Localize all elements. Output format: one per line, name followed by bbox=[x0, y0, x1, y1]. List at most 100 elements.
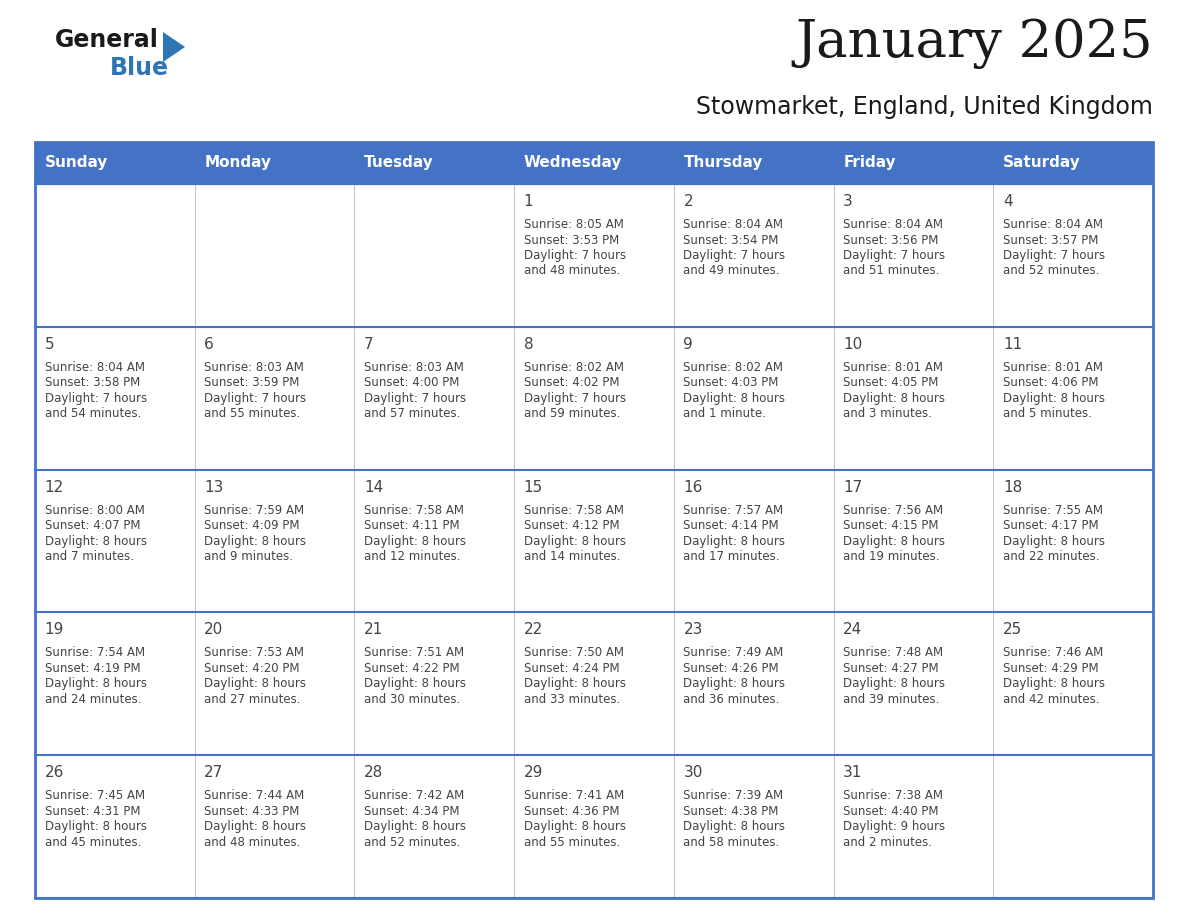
Text: and 59 minutes.: and 59 minutes. bbox=[524, 408, 620, 420]
Text: Daylight: 7 hours: Daylight: 7 hours bbox=[524, 392, 626, 405]
Text: Daylight: 8 hours: Daylight: 8 hours bbox=[683, 677, 785, 690]
Text: and 14 minutes.: and 14 minutes. bbox=[524, 550, 620, 563]
Bar bbox=[34, 142, 1154, 898]
Text: Daylight: 8 hours: Daylight: 8 hours bbox=[843, 677, 946, 690]
Text: and 24 minutes.: and 24 minutes. bbox=[45, 693, 141, 706]
Text: Sunrise: 8:01 AM: Sunrise: 8:01 AM bbox=[1003, 361, 1102, 374]
Text: 30: 30 bbox=[683, 766, 703, 780]
Text: Sunrise: 7:53 AM: Sunrise: 7:53 AM bbox=[204, 646, 304, 659]
Text: 22: 22 bbox=[524, 622, 543, 637]
Text: and 22 minutes.: and 22 minutes. bbox=[1003, 550, 1099, 563]
Text: Thursday: Thursday bbox=[683, 155, 763, 171]
Text: Daylight: 7 hours: Daylight: 7 hours bbox=[45, 392, 146, 405]
Text: 9: 9 bbox=[683, 337, 693, 352]
Bar bbox=[514, 142, 674, 184]
Text: 2: 2 bbox=[683, 194, 693, 209]
Text: Daylight: 8 hours: Daylight: 8 hours bbox=[364, 534, 466, 548]
Text: Sunset: 4:36 PM: Sunset: 4:36 PM bbox=[524, 805, 619, 818]
Text: Sunrise: 8:03 AM: Sunrise: 8:03 AM bbox=[204, 361, 304, 374]
Text: and 54 minutes.: and 54 minutes. bbox=[45, 408, 141, 420]
Text: Daylight: 8 hours: Daylight: 8 hours bbox=[45, 677, 146, 690]
Text: Sunset: 4:20 PM: Sunset: 4:20 PM bbox=[204, 662, 299, 675]
Text: and 19 minutes.: and 19 minutes. bbox=[843, 550, 940, 563]
Text: Daylight: 8 hours: Daylight: 8 hours bbox=[45, 534, 146, 548]
Text: Sunset: 3:57 PM: Sunset: 3:57 PM bbox=[1003, 233, 1098, 247]
Text: Daylight: 7 hours: Daylight: 7 hours bbox=[1003, 249, 1105, 262]
Text: Sunset: 4:29 PM: Sunset: 4:29 PM bbox=[1003, 662, 1099, 675]
Text: Daylight: 7 hours: Daylight: 7 hours bbox=[364, 392, 466, 405]
Text: Blue: Blue bbox=[110, 56, 169, 80]
Text: Sunset: 3:58 PM: Sunset: 3:58 PM bbox=[45, 376, 140, 389]
Text: Sunset: 4:00 PM: Sunset: 4:00 PM bbox=[364, 376, 460, 389]
Text: Sunrise: 7:44 AM: Sunrise: 7:44 AM bbox=[204, 789, 304, 802]
Text: 28: 28 bbox=[364, 766, 384, 780]
Text: Daylight: 7 hours: Daylight: 7 hours bbox=[683, 249, 785, 262]
Text: Sunrise: 7:46 AM: Sunrise: 7:46 AM bbox=[1003, 646, 1104, 659]
Text: Sunrise: 7:48 AM: Sunrise: 7:48 AM bbox=[843, 646, 943, 659]
Text: Sunset: 4:06 PM: Sunset: 4:06 PM bbox=[1003, 376, 1099, 389]
Text: and 52 minutes.: and 52 minutes. bbox=[1003, 264, 1099, 277]
Text: and 58 minutes.: and 58 minutes. bbox=[683, 835, 779, 849]
Text: Daylight: 8 hours: Daylight: 8 hours bbox=[204, 820, 307, 834]
Text: Monday: Monday bbox=[204, 155, 271, 171]
Text: Sunrise: 8:04 AM: Sunrise: 8:04 AM bbox=[1003, 218, 1102, 231]
Text: Daylight: 8 hours: Daylight: 8 hours bbox=[45, 820, 146, 834]
Text: Sunset: 4:17 PM: Sunset: 4:17 PM bbox=[1003, 519, 1099, 532]
Text: Sunrise: 7:41 AM: Sunrise: 7:41 AM bbox=[524, 789, 624, 802]
Text: and 9 minutes.: and 9 minutes. bbox=[204, 550, 293, 563]
Text: Sunset: 3:59 PM: Sunset: 3:59 PM bbox=[204, 376, 299, 389]
Text: 24: 24 bbox=[843, 622, 862, 637]
Text: Sunrise: 7:50 AM: Sunrise: 7:50 AM bbox=[524, 646, 624, 659]
Text: and 27 minutes.: and 27 minutes. bbox=[204, 693, 301, 706]
Text: Sunday: Sunday bbox=[45, 155, 108, 171]
Text: Sunset: 4:07 PM: Sunset: 4:07 PM bbox=[45, 519, 140, 532]
Text: Daylight: 8 hours: Daylight: 8 hours bbox=[683, 820, 785, 834]
Text: Sunset: 3:53 PM: Sunset: 3:53 PM bbox=[524, 233, 619, 247]
Text: Daylight: 8 hours: Daylight: 8 hours bbox=[204, 677, 307, 690]
Text: Daylight: 7 hours: Daylight: 7 hours bbox=[843, 249, 946, 262]
Text: 10: 10 bbox=[843, 337, 862, 352]
Bar bbox=[34, 142, 195, 184]
Text: Daylight: 8 hours: Daylight: 8 hours bbox=[1003, 534, 1105, 548]
Text: and 52 minutes.: and 52 minutes. bbox=[364, 835, 461, 849]
Text: January 2025: January 2025 bbox=[795, 18, 1154, 69]
Text: Sunrise: 8:02 AM: Sunrise: 8:02 AM bbox=[683, 361, 783, 374]
Text: and 30 minutes.: and 30 minutes. bbox=[364, 693, 460, 706]
Text: and 49 minutes.: and 49 minutes. bbox=[683, 264, 781, 277]
Text: and 48 minutes.: and 48 minutes. bbox=[204, 835, 301, 849]
Text: and 48 minutes.: and 48 minutes. bbox=[524, 264, 620, 277]
Text: Sunset: 4:03 PM: Sunset: 4:03 PM bbox=[683, 376, 779, 389]
Text: Daylight: 8 hours: Daylight: 8 hours bbox=[683, 534, 785, 548]
Text: Sunrise: 8:02 AM: Sunrise: 8:02 AM bbox=[524, 361, 624, 374]
Text: Sunset: 4:38 PM: Sunset: 4:38 PM bbox=[683, 805, 779, 818]
Text: Sunset: 4:19 PM: Sunset: 4:19 PM bbox=[45, 662, 140, 675]
Text: and 55 minutes.: and 55 minutes. bbox=[204, 408, 301, 420]
Text: Sunrise: 7:57 AM: Sunrise: 7:57 AM bbox=[683, 504, 784, 517]
Text: Daylight: 8 hours: Daylight: 8 hours bbox=[1003, 677, 1105, 690]
Text: Sunset: 4:14 PM: Sunset: 4:14 PM bbox=[683, 519, 779, 532]
Text: Stowmarket, England, United Kingdom: Stowmarket, England, United Kingdom bbox=[696, 95, 1154, 119]
Text: 6: 6 bbox=[204, 337, 214, 352]
Text: 20: 20 bbox=[204, 622, 223, 637]
Text: 11: 11 bbox=[1003, 337, 1022, 352]
Text: 5: 5 bbox=[45, 337, 55, 352]
Text: Sunset: 4:11 PM: Sunset: 4:11 PM bbox=[364, 519, 460, 532]
Text: Sunset: 4:24 PM: Sunset: 4:24 PM bbox=[524, 662, 619, 675]
Text: 1: 1 bbox=[524, 194, 533, 209]
Text: 23: 23 bbox=[683, 622, 703, 637]
Text: Sunrise: 8:03 AM: Sunrise: 8:03 AM bbox=[364, 361, 463, 374]
Text: Daylight: 8 hours: Daylight: 8 hours bbox=[524, 677, 626, 690]
Text: 25: 25 bbox=[1003, 622, 1022, 637]
Text: Sunset: 4:05 PM: Sunset: 4:05 PM bbox=[843, 376, 939, 389]
Text: Sunset: 4:22 PM: Sunset: 4:22 PM bbox=[364, 662, 460, 675]
Text: 13: 13 bbox=[204, 479, 223, 495]
Text: Sunset: 4:31 PM: Sunset: 4:31 PM bbox=[45, 805, 140, 818]
Text: Sunrise: 8:04 AM: Sunrise: 8:04 AM bbox=[843, 218, 943, 231]
Text: and 42 minutes.: and 42 minutes. bbox=[1003, 693, 1099, 706]
Text: and 33 minutes.: and 33 minutes. bbox=[524, 693, 620, 706]
Text: Daylight: 8 hours: Daylight: 8 hours bbox=[524, 820, 626, 834]
Text: 27: 27 bbox=[204, 766, 223, 780]
Text: Sunrise: 8:01 AM: Sunrise: 8:01 AM bbox=[843, 361, 943, 374]
Text: Sunset: 4:40 PM: Sunset: 4:40 PM bbox=[843, 805, 939, 818]
Text: 4: 4 bbox=[1003, 194, 1012, 209]
